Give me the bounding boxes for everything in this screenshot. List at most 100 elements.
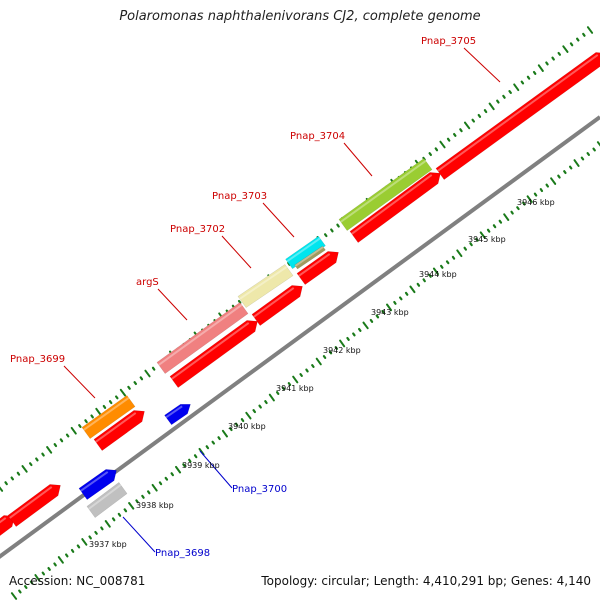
minor-tick [24,584,28,590]
minor-tick [422,278,426,283]
cds-feature[interactable] [349,172,441,243]
major-tick [526,195,533,203]
gene-feature-pnap-3703[interactable] [285,235,326,270]
minor-tick [264,400,268,405]
gene-feature-pnap-3700[interactable] [164,403,191,426]
minor-tick [90,414,94,419]
minor-tick [416,282,421,287]
minor-tick [158,481,163,486]
minor-tick [29,462,33,467]
cds-feature-highlight [0,517,7,524]
gene-label-pnap-3702[interactable]: Pnap_3702 [170,224,225,235]
gene-label-pnap-3699[interactable]: Pnap_3699 [10,354,65,365]
minor-tick [305,368,309,373]
minor-tick [483,109,488,114]
minor-tick [324,233,328,238]
minor-tick [108,400,113,405]
gene-feature-pnap-3698[interactable] [86,482,128,518]
major-tick [503,213,510,221]
major-tick [537,64,544,72]
minor-tick [502,94,506,99]
minor-tick [545,61,549,66]
major-tick [128,502,135,510]
major-tick [488,102,495,111]
map-title: Polaromonas naphthalenivorans CJ2, compl… [119,9,481,24]
major-tick [221,429,228,438]
gene-feature-args-highlight [158,304,243,366]
gene-feature-pnap-3704[interactable] [338,158,433,231]
minor-tick [287,382,292,386]
minor-tick [428,152,432,156]
minor-tick [193,454,198,459]
major-tick [339,339,346,348]
minor-tick [141,494,145,499]
minor-tick [459,128,463,133]
minor-tick [88,535,92,540]
minor-tick [78,424,82,428]
cds-feature[interactable] [251,285,303,326]
minor-tick [114,395,119,400]
gene-feature-pnap-3699-highlight [83,397,130,431]
minor-tick [229,427,233,432]
minor-tick [451,255,456,260]
cds-feature[interactable] [169,320,258,388]
major-tick [439,140,446,149]
ruler-label-3941: 3941 kbp [276,384,314,393]
ruler-label-3946: 3946 kbp [517,198,555,207]
minor-tick [358,327,362,332]
cds-feature-highlight [95,412,137,443]
gene-feature-pnap-3703-sub[interactable] [294,245,326,270]
minor-tick [557,51,562,56]
minor-tick [330,228,334,233]
minor-tick [10,476,14,481]
minor-tick [41,571,46,576]
gene-label-args[interactable]: argS [136,277,159,288]
minor-tick [381,309,385,314]
minor-tick [551,56,555,61]
major-tick [596,141,600,147]
gene-feature-pnap-3700-b[interactable] [78,469,117,500]
gene-feature-args[interactable] [156,302,249,374]
major-tick [586,26,594,34]
cds-feature[interactable] [7,484,61,527]
minor-tick [568,165,573,170]
minor-tick [217,436,221,441]
major-tick [46,446,53,454]
cds-feature[interactable] [296,251,339,285]
leader-pnap-3698 [122,516,156,553]
gene-label-pnap-3703[interactable]: Pnap_3703 [212,191,267,202]
minor-tick [510,210,514,215]
gene-label-pnap-3704[interactable]: Pnap_3704 [290,131,345,142]
gene-features [78,158,433,518]
leader-pnap-3703 [262,202,295,238]
gene-label-pnap-3705[interactable]: Pnap_3705 [421,36,476,47]
major-tick [95,407,102,416]
gene-label-pnap-3698[interactable]: Pnap_3698 [155,548,210,559]
minor-tick [299,373,303,377]
major-tick [119,388,126,397]
ruler-label-3942: 3942 kbp [323,346,361,355]
minor-tick [508,89,512,95]
minor-tick [580,156,585,161]
genome-summary-text: Topology: circular; Length: 4,410,291 bp… [261,574,591,588]
minor-tick [252,409,256,414]
gene-feature-pnap-3704-highlight [340,160,427,223]
gene-feature-pnap-3700-b-highlight [80,471,109,492]
gene-feature-pnap-3699[interactable] [81,395,136,439]
gene-feature-pnap-3702[interactable] [237,264,294,308]
minor-tick [322,355,327,359]
minor-tick [29,580,34,585]
minor-tick [569,42,574,47]
minor-tick [532,70,537,75]
major-tick [57,556,64,564]
minor-tick [334,346,338,350]
gene-label-pnap-3700[interactable]: Pnap_3700 [232,484,287,495]
cds-feature[interactable] [93,410,145,451]
minor-tick [352,332,356,337]
minor-tick [492,224,497,229]
accession-text: Accession: NC_008781 [9,574,146,588]
minor-tick [475,237,479,242]
minor-tick [276,391,280,395]
minor-tick [486,228,491,233]
cds-feature[interactable] [435,52,600,180]
